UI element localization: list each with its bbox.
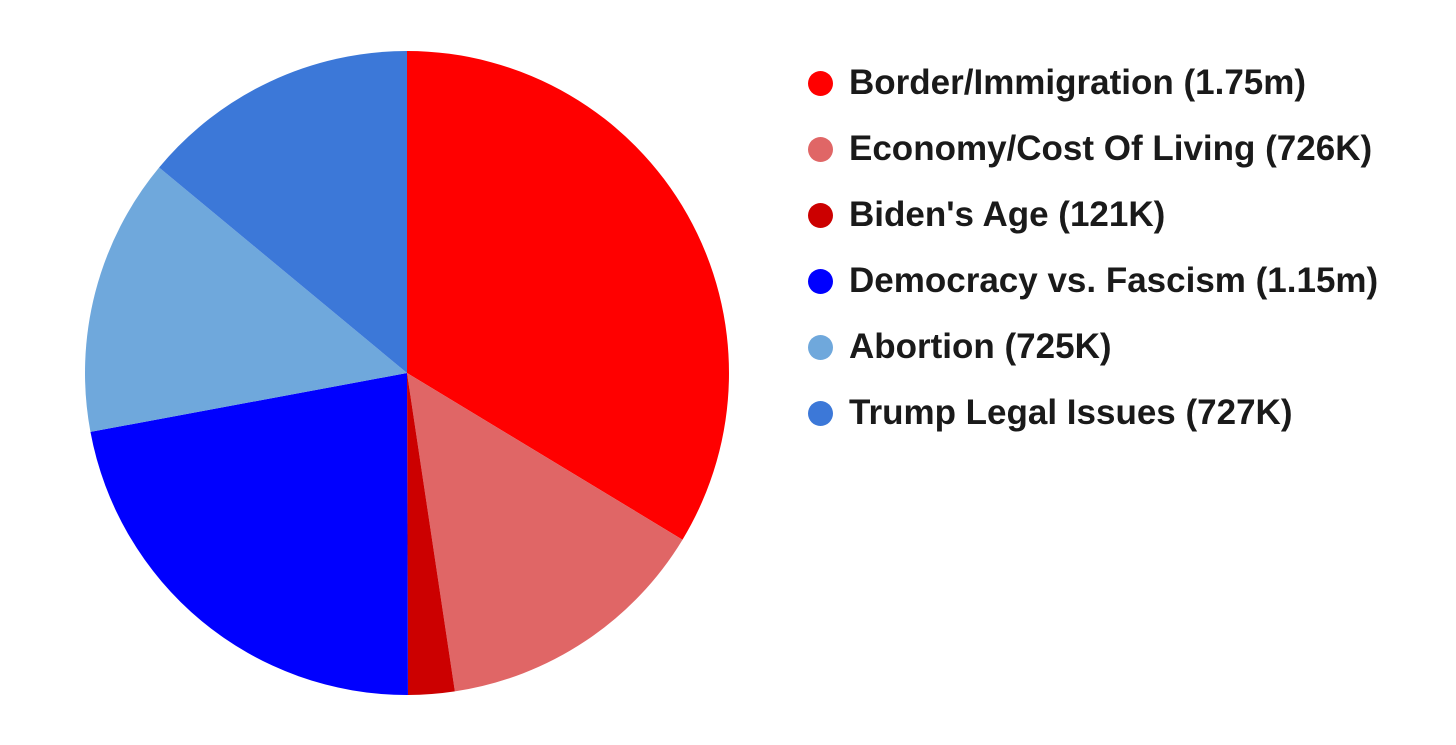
legend-item: Abortion (725K)	[808, 314, 1378, 380]
legend-item: Border/Immigration (1.75m)	[808, 50, 1378, 116]
legend: Border/Immigration (1.75m) Economy/Cost O…	[808, 50, 1378, 446]
legend-label: Border/Immigration (1.75m)	[849, 63, 1307, 102]
pie-slice-0	[407, 51, 729, 540]
pie-slice-2	[407, 373, 455, 695]
pie-slice-1	[407, 373, 683, 692]
legend-label: Trump Legal Issues (727K)	[849, 393, 1293, 432]
legend-swatch	[808, 202, 833, 228]
legend-label: Democracy vs. Fascism (1.15m)	[849, 261, 1379, 300]
legend-swatch	[808, 334, 833, 360]
pie-slice-5	[159, 51, 407, 373]
legend-item: Trump Legal Issues (727K)	[808, 380, 1378, 446]
legend-item: Economy/Cost Of Living (726K)	[808, 116, 1378, 182]
pie-slice-3	[90, 373, 408, 696]
legend-swatch	[808, 136, 833, 162]
legend-swatch	[808, 400, 833, 426]
legend-label: Biden's Age (121K)	[849, 195, 1166, 234]
pie-chart	[85, 51, 729, 696]
legend-item: Biden's Age (121K)	[808, 182, 1378, 248]
legend-label: Abortion (725K)	[849, 327, 1112, 366]
legend-label: Economy/Cost Of Living (726K)	[849, 129, 1373, 168]
legend-item: Democracy vs. Fascism (1.15m)	[808, 248, 1378, 314]
pie-slice-4	[85, 167, 407, 432]
legend-swatch	[808, 268, 833, 294]
legend-swatch	[808, 70, 833, 96]
